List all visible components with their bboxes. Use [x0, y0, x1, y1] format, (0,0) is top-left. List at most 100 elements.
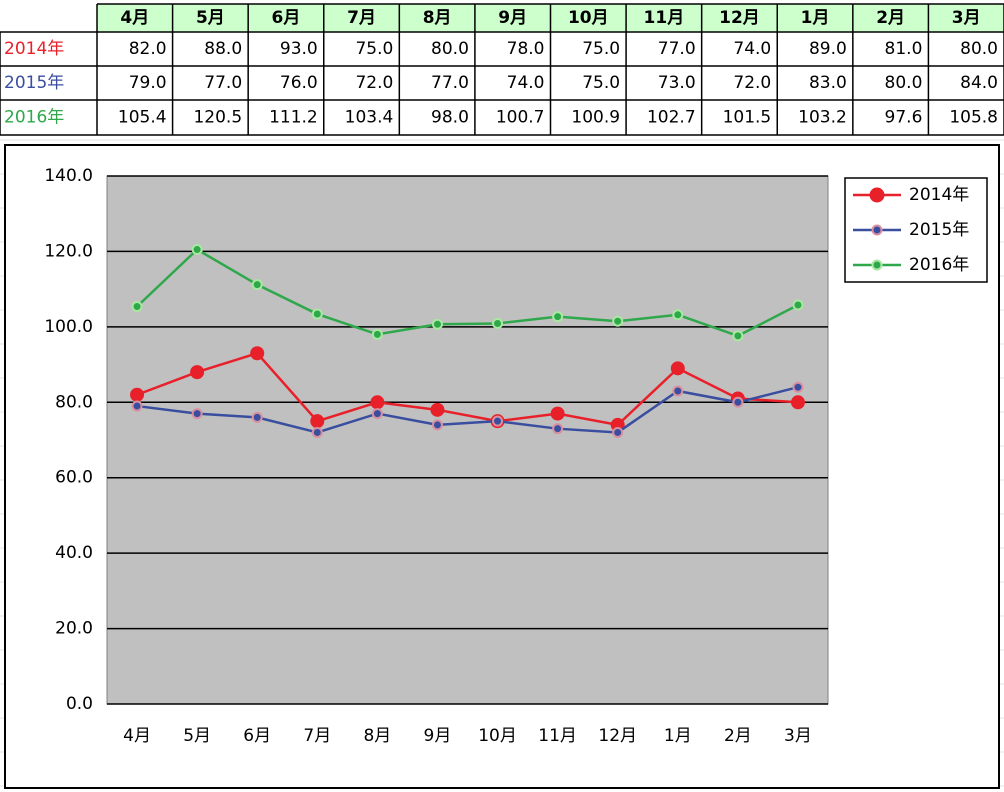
header-cell: 3月 — [952, 8, 981, 28]
point — [672, 309, 684, 321]
y-tick-label: 140.0 — [44, 166, 93, 186]
cell: 81.0 — [885, 39, 923, 59]
cell: 102.7 — [647, 108, 696, 128]
row-label: 2014年 — [4, 39, 64, 59]
x-tick-label: 6月 — [243, 726, 271, 746]
point — [792, 299, 804, 311]
x-tick-label: 1月 — [664, 726, 692, 746]
point — [792, 381, 804, 393]
cell: 72.0 — [733, 73, 771, 93]
header-cell: 11月 — [644, 8, 685, 28]
x-tick-label: 9月 — [424, 726, 452, 746]
cell: 83.0 — [809, 73, 847, 93]
header-cell: 9月 — [498, 8, 527, 28]
cell: 74.0 — [733, 39, 771, 59]
y-tick-label: 100.0 — [44, 317, 93, 337]
point — [250, 346, 265, 361]
header-cell: 4月 — [120, 8, 149, 28]
point — [191, 244, 203, 256]
series-line — [136, 351, 799, 427]
point — [552, 311, 564, 323]
point — [431, 318, 443, 330]
cell: 75.0 — [582, 73, 620, 93]
point — [430, 402, 445, 417]
header-cell: 12月 — [719, 8, 760, 28]
header-cell: 6月 — [272, 8, 301, 28]
cell: 73.0 — [658, 73, 696, 93]
row-label: 2015年 — [4, 73, 64, 93]
point — [310, 414, 325, 429]
x-tick-label: 5月 — [183, 726, 211, 746]
legend-label: 2014年 — [909, 185, 969, 205]
cell: 101.5 — [723, 108, 772, 128]
y-tick-label: 20.0 — [55, 619, 93, 639]
x-tick-label: 10月 — [478, 726, 517, 746]
cell: 78.0 — [507, 39, 545, 59]
series-line — [136, 247, 799, 338]
cell: 80.0 — [431, 39, 469, 59]
point — [672, 385, 684, 397]
series-line — [136, 385, 799, 434]
y-tick-label: 0.0 — [66, 694, 93, 714]
cell: 77.0 — [658, 39, 696, 59]
point — [190, 365, 205, 380]
point — [311, 426, 323, 438]
legend-marker — [871, 224, 883, 236]
point — [732, 396, 744, 408]
point — [131, 300, 143, 312]
cell: 103.2 — [798, 108, 847, 128]
point — [790, 395, 805, 410]
header-cell: 8月 — [423, 8, 452, 28]
header-cell: 1月 — [801, 8, 830, 28]
point — [552, 423, 564, 435]
cell: 84.0 — [960, 73, 998, 93]
legend-label: 2016年 — [909, 255, 969, 275]
legend-label: 2015年 — [909, 220, 969, 240]
point — [131, 400, 143, 412]
cell: 93.0 — [280, 39, 318, 59]
plot-area — [106, 175, 829, 705]
point — [130, 387, 145, 402]
cell: 80.0 — [885, 73, 923, 93]
y-tick-label: 60.0 — [55, 468, 93, 488]
cell: 111.2 — [269, 108, 318, 128]
point — [550, 406, 565, 421]
point — [612, 315, 624, 327]
row-label: 2016年 — [4, 108, 64, 128]
cell: 76.0 — [280, 73, 318, 93]
header-cell: 10月 — [568, 8, 609, 28]
x-tick-label: 12月 — [598, 726, 637, 746]
cell: 77.0 — [431, 73, 469, 93]
cell: 80.0 — [960, 39, 998, 59]
cell: 100.7 — [496, 108, 545, 128]
x-tick-label: 7月 — [303, 726, 331, 746]
point — [732, 330, 744, 342]
point — [251, 411, 263, 423]
point — [371, 328, 383, 340]
point — [670, 361, 685, 376]
cell: 98.0 — [431, 108, 469, 128]
header-cell: 2月 — [876, 8, 905, 28]
point — [492, 317, 504, 329]
cell: 103.4 — [345, 108, 394, 128]
cell: 72.0 — [355, 73, 393, 93]
y-tick-label: 120.0 — [44, 241, 93, 261]
legend-marker — [869, 187, 885, 203]
legend-marker — [871, 259, 883, 271]
x-tick-label: 3月 — [784, 726, 812, 746]
x-tick-label: 11月 — [538, 726, 577, 746]
x-tick-label: 2月 — [724, 726, 752, 746]
cell: 105.4 — [118, 108, 167, 128]
point — [370, 395, 385, 410]
point — [431, 419, 443, 431]
point — [371, 408, 383, 420]
header-cell: 7月 — [347, 8, 376, 28]
point — [251, 279, 263, 291]
point — [191, 408, 203, 420]
cell: 120.5 — [193, 108, 242, 128]
cell: 88.0 — [204, 39, 242, 59]
cell: 100.9 — [571, 108, 620, 128]
cell: 82.0 — [129, 39, 167, 59]
cell: 105.8 — [949, 108, 998, 128]
